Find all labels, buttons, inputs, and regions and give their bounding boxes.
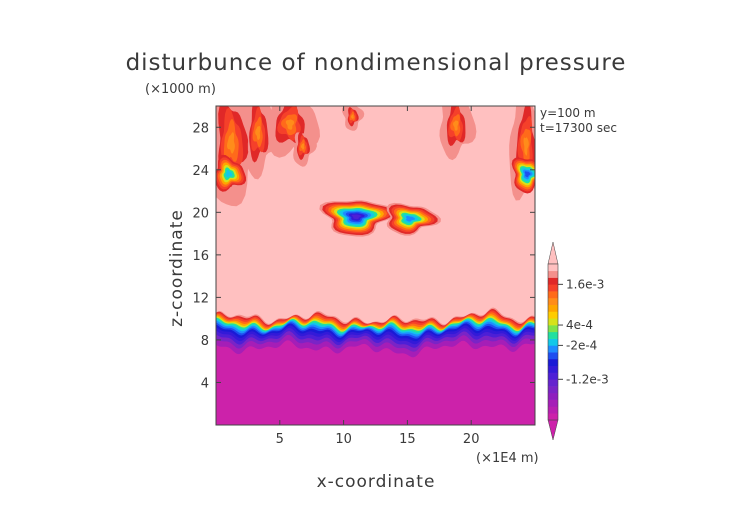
x-tick-label: 5 <box>276 432 284 447</box>
blob-contour <box>225 170 233 178</box>
smear-layer <box>227 132 235 154</box>
contour-blobs <box>216 154 535 237</box>
smear-layer <box>300 143 305 150</box>
colorbar-swatch <box>548 392 558 400</box>
colorbar-swatch <box>548 365 558 373</box>
colorbar-swatch <box>548 297 558 305</box>
y-tick-label: 12 <box>192 291 209 306</box>
colorbar-swatch <box>548 338 558 346</box>
blob-contour <box>406 216 416 222</box>
colorbar-swatch <box>548 399 558 407</box>
colorbar-swatch <box>548 331 558 339</box>
colorbar-label: 4e-4 <box>566 318 593 332</box>
colorbar-swatch <box>548 304 558 312</box>
smear-layer <box>453 120 459 131</box>
chart-title: disturbunce of nondimensional pressure <box>126 50 627 76</box>
y-tick-label: 8 <box>201 334 209 349</box>
colorbar: 1.6e-3 4e-4 -2e-4 -1.2e-3 <box>547 241 609 441</box>
colorbar-swatch <box>548 386 558 394</box>
smear-layer <box>255 126 261 141</box>
x-tick-label: 20 <box>463 432 480 447</box>
colorbar-swatch <box>548 379 558 387</box>
y-tick-label: 24 <box>192 164 209 179</box>
smear-layer <box>523 137 529 156</box>
colorbar-label: -1.2e-3 <box>566 372 609 386</box>
x-tick-label: 15 <box>399 432 416 447</box>
colorbar-swatch <box>548 352 558 360</box>
colorbar-swatch <box>548 264 558 272</box>
plot-frame <box>215 105 536 426</box>
y-tick-label: 4 <box>201 376 209 391</box>
contour-band <box>216 340 535 425</box>
colorbar-swatch <box>548 372 558 380</box>
y-tick-label: 16 <box>192 249 209 264</box>
y-axis: 4 8 12 16 20 24 28 <box>192 121 535 391</box>
plot-area <box>216 106 535 425</box>
x-unit-label: (×1E4 m) <box>476 451 539 466</box>
colorbar-extend-min <box>547 419 559 441</box>
colorbar-frame <box>547 263 559 421</box>
lower-bands <box>216 303 535 425</box>
y-tick-label: 28 <box>192 121 209 136</box>
smear-layer <box>285 119 295 130</box>
colorbar-swatch <box>548 413 558 421</box>
x-axis-label: x-coordinate <box>317 472 436 492</box>
colorbar-extend-max <box>547 241 559 265</box>
blob-contour <box>351 214 362 220</box>
colorbar-swatch <box>548 270 558 278</box>
y-tick-label: 20 <box>192 206 209 221</box>
colorbar-label: -2e-4 <box>566 338 597 352</box>
smear-layer <box>350 114 354 119</box>
colorbar-swatch <box>548 358 558 367</box>
x-tick-label: 10 <box>335 432 352 447</box>
x-axis: 5 10 15 20 <box>276 106 480 447</box>
colorbar-swatch <box>548 325 558 333</box>
colorbar-swatch <box>548 406 558 414</box>
colorbar-swatch <box>548 277 558 285</box>
colorbar-swatch <box>548 345 558 353</box>
colorbar-swatch <box>548 311 558 319</box>
colorbar-swatch <box>548 318 558 326</box>
blob-contour <box>524 171 531 178</box>
y-axis-label: z-coordinate <box>167 209 187 327</box>
colorbar-label: 1.6e-3 <box>566 277 604 291</box>
annotation-y: y=100 m <box>540 106 596 120</box>
y-unit-label: (×1000 m) <box>145 82 216 97</box>
colorbar-swatch <box>548 291 558 299</box>
colorbar-swatch <box>548 284 558 292</box>
annotation-time: t=17300 sec <box>540 121 617 135</box>
